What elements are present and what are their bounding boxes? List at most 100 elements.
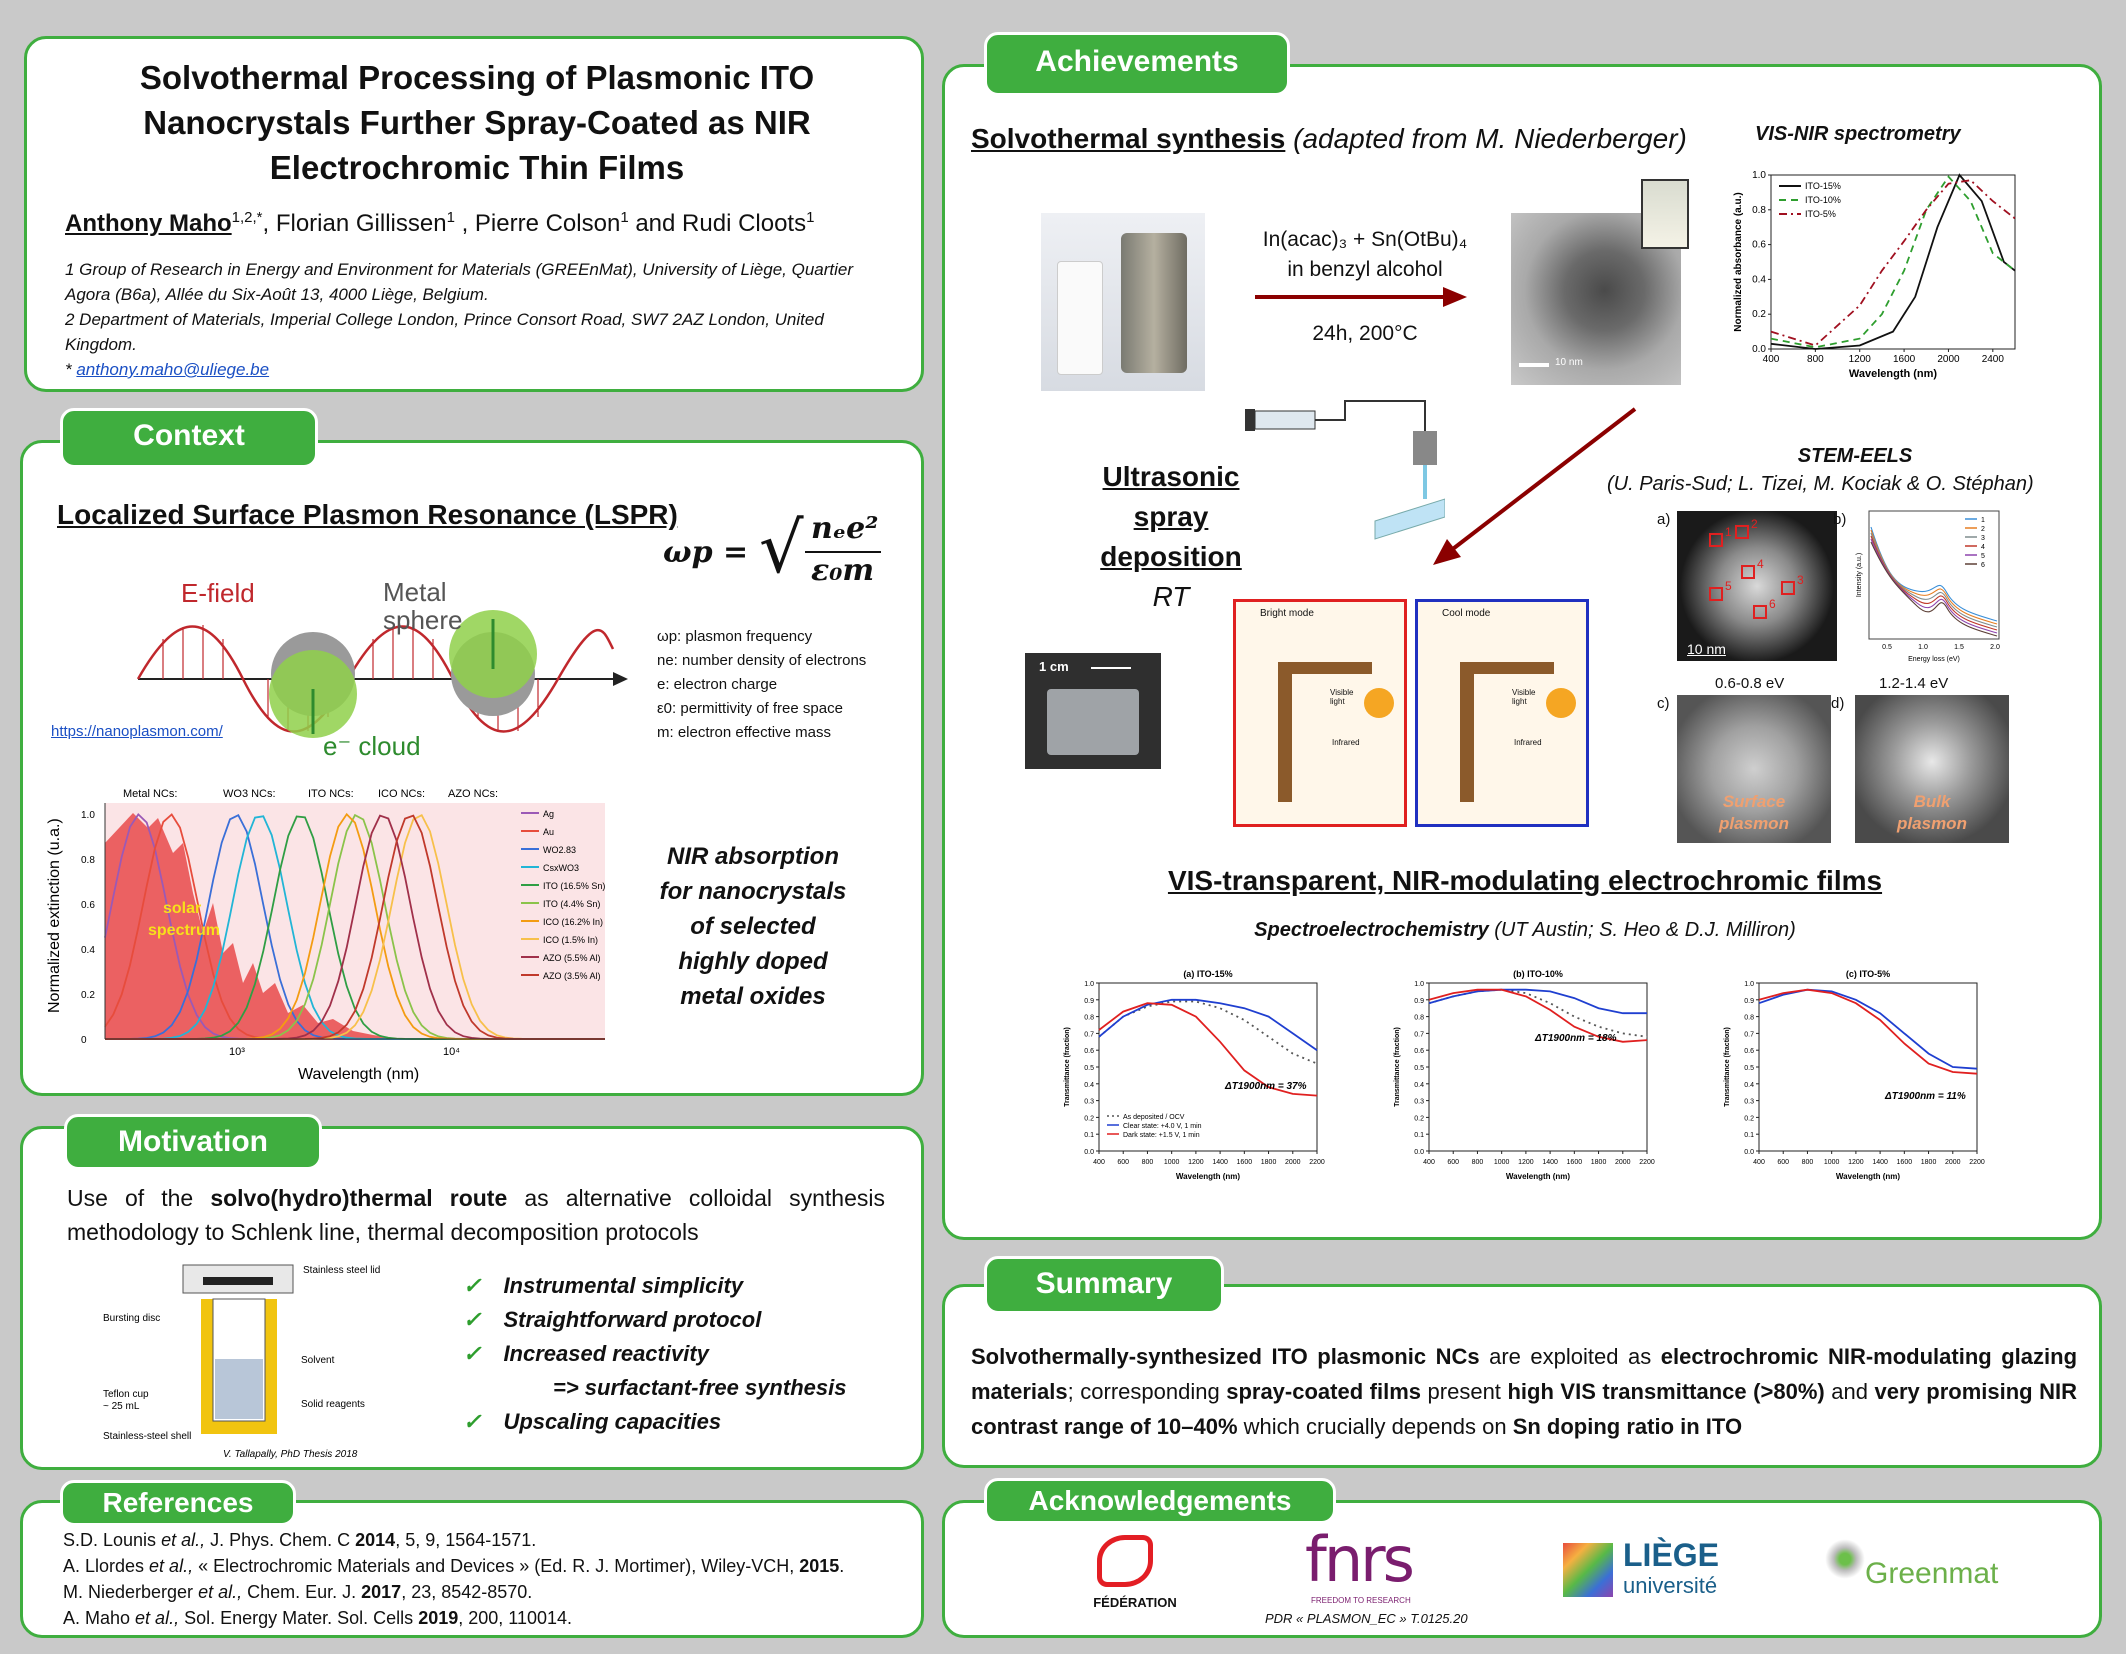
film-scale-bar <box>1091 667 1131 669</box>
efield-label: E-field <box>181 578 255 608</box>
reaction-line-1: In(acac)₃ + Sn(OtBu)₄ <box>1262 228 1468 251</box>
x-axis-label: Wavelength (nm) <box>1836 1172 1900 1181</box>
item-text-3b: => surfactant-free synthesis <box>553 1375 847 1400</box>
group-ico: ICO NCs: <box>378 788 425 800</box>
tab-references: References <box>60 1480 296 1526</box>
group-azo: AZO NCs: <box>448 788 498 800</box>
y-tick-label: 0.7 <box>1084 1031 1094 1038</box>
legend-label-6: ITO (4.4% Sn) <box>543 899 600 909</box>
metal-label-2: sphere <box>383 605 463 635</box>
nir-line-2: for nanocrystals <box>659 878 847 905</box>
frame-top <box>1278 662 1372 674</box>
group-ito: ITO NCs: <box>308 788 354 800</box>
y-tick-label: 1.0 <box>1084 981 1094 988</box>
film-photo: 1 cm <box>1025 653 1161 769</box>
label-bursting-disc: Bursting disc <box>103 1313 160 1324</box>
author-2: , Florian Gillissen <box>262 210 447 237</box>
x-tick-label: 1600 <box>1893 354 1916 365</box>
def-1: ωp: plasmon frequency <box>657 628 813 645</box>
diagonal-arrow <box>1433 407 1637 565</box>
eels-chart: 1 2 3 4 5 6 0.5 1.0 1.5 2.0 Energy loss (eV) Intens… <box>1856 510 2000 663</box>
visnir-legend-label-2: ITO-10% <box>1805 195 1841 205</box>
grant-number: PDR « PLASMON_EC » T.0125.20 <box>1265 1611 1468 1626</box>
stem-title: STEM-EELS <box>1797 445 1913 467</box>
x-tick-label: 1200 <box>1188 1159 1204 1166</box>
surface-plasmon-label: Surface plasmon <box>1719 792 1789 833</box>
solar-label-1: solar <box>163 900 201 917</box>
y-tick-label: 0.6 <box>1414 1048 1424 1055</box>
stem-label-c: c) <box>1657 695 1670 712</box>
series-line-2 <box>1098 998 1318 1051</box>
x-tick-label: 400 <box>1423 1159 1435 1166</box>
x-tick-label: 2200 <box>1969 1159 1985 1166</box>
label-shell: Stainless-steel shell <box>103 1431 191 1442</box>
ecloud-label: e⁻ cloud <box>323 731 421 759</box>
email-line: * anthony.maho@uliege.be <box>65 357 895 382</box>
y-tick-2: 0.4 <box>81 945 95 956</box>
teflon-liner-photo <box>1057 261 1103 375</box>
references-panel: S.D. Lounis et al., J. Phys. Chem. C 201… <box>20 1500 924 1638</box>
y-tick-label: 1.0 <box>1414 981 1424 988</box>
visible-light-label: Visible light <box>1330 688 1354 706</box>
y-tick-label: 0.3 <box>1414 1099 1424 1106</box>
nir-line-3: of selected <box>690 913 816 940</box>
author-2-sup: 1 <box>446 209 455 226</box>
legend-label-8: ICO (1.5% In) <box>543 935 598 945</box>
legend-label-3: WO2.83 <box>543 845 576 855</box>
y-tick-label: 0.7 <box>1744 1031 1754 1038</box>
author-4-sup: 1 <box>806 209 815 226</box>
synthesis-credit: (adapted from M. Niederberger) <box>1285 123 1687 154</box>
nir-line-1: NIR absorption <box>667 843 839 870</box>
eels-curve-5 <box>1870 538 1998 634</box>
x-tick-label: 2200 <box>1309 1159 1325 1166</box>
author-3: , Pierre Colson <box>454 210 621 237</box>
x-tick-label: 800 <box>1802 1159 1814 1166</box>
y-tick-label: 0.5 <box>1744 1065 1754 1072</box>
plot-frame <box>1758 982 1978 1152</box>
spray-line-3: RT <box>1152 581 1190 612</box>
series-line-3 <box>1098 1002 1318 1097</box>
series-line-1 <box>1428 988 1648 1038</box>
delta-t-annotation: ΔT1900nm = 18% <box>1534 1033 1617 1044</box>
tab-achievements: Achievements <box>984 32 1290 96</box>
reference-1: S.D. Lounis et al., J. Phys. Chem. C 201… <box>63 1530 537 1550</box>
legend-label-10: AZO (3.5% Al) <box>543 971 601 981</box>
x-tick-label: 1200 <box>1848 1159 1864 1166</box>
y-tick-label: 0.4 <box>1414 1082 1424 1089</box>
x-tick-label: 1400 <box>1212 1159 1228 1166</box>
se-chart-ito15: 400 600 800 1000 1200 1400 1600 1800 2000 2200 0.0… <box>1064 969 1325 1181</box>
x-tick-label: 1400 <box>1542 1159 1558 1166</box>
x-tick-label: 2000 <box>1615 1159 1631 1166</box>
legend-label-1: Ag <box>543 809 554 819</box>
y-tick-0: 0 <box>81 1035 87 1046</box>
email-link[interactable]: anthony.maho@uliege.be <box>76 360 270 379</box>
author-1: Anthony Maho <box>65 210 232 237</box>
x-tick-label: 1600 <box>1897 1159 1913 1166</box>
def-4: ε0: permittivity of free space <box>657 700 843 717</box>
infrared-label: Infrared <box>1332 738 1360 747</box>
item-text-4: Upscaling capacities <box>503 1409 722 1434</box>
chart-title: (c) ITO-5% <box>1846 969 1890 979</box>
reference-3: M. Niederberger et al., Chem. Eur. J. 20… <box>63 1582 533 1602</box>
acknowledgements-panel: FÉDÉRATION fnrs FREEDOM TO RESEARCH PDR … <box>942 1500 2102 1638</box>
delta-t-annotation: ΔT1900nm = 37% <box>1224 1081 1307 1092</box>
fwb-text: FÉDÉRATION <box>1093 1595 1177 1610</box>
reference-list: S.D. Lounis et al., J. Phys. Chem. C 201… <box>63 1527 844 1631</box>
film-scale-label: 1 cm <box>1039 659 1069 674</box>
y-tick-label: 0.2 <box>1752 309 1766 320</box>
tab-summary: Summary <box>984 1256 1224 1314</box>
nanoplasmon-link[interactable]: https://nanoplasmon.com/ <box>51 723 223 740</box>
solvent-shape <box>215 1359 263 1419</box>
synthesis-heading: Solvothermal synthesis (adapted from M. … <box>971 123 1687 155</box>
fwb-mark <box>1097 1535 1153 1587</box>
x-axis-label: Wavelength (nm) <box>1849 368 1938 380</box>
visnir-legend-label-1: ITO-15% <box>1805 181 1841 191</box>
summary-segment-4: spray-coated films <box>1226 1379 1422 1404</box>
summary-segment-8: very promising NIR contrast range of 10–… <box>971 1379 2078 1439</box>
extinction-legend: Ag Au WO2.83 CsxWO3 ITO (16.5% Sn) ITO (4.4% … <box>521 809 605 981</box>
y-tick-label: 0.2 <box>1744 1115 1754 1122</box>
y-tick-4: 0.8 <box>81 855 95 866</box>
y-tick-label: 0.3 <box>1084 1099 1094 1106</box>
achievements-panel: Solvothermal synthesis (adapted from M. … <box>942 64 2102 1240</box>
x-tick-label: 1800 <box>1921 1159 1937 1166</box>
